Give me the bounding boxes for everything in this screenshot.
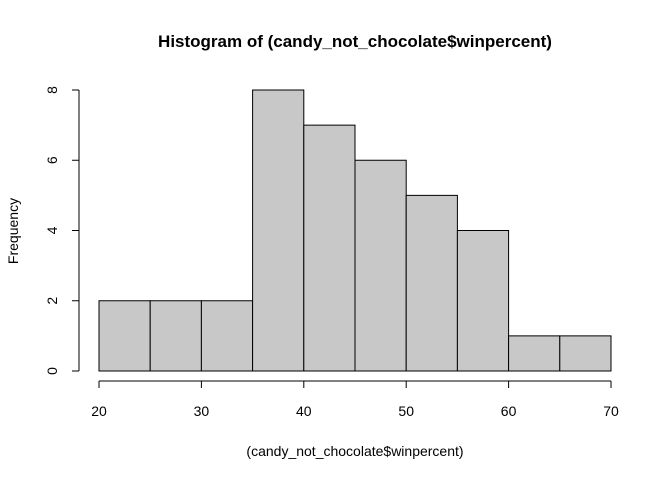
histogram-bar-60-65 [508, 335, 561, 372]
y-axis-label: Frequency [5, 198, 21, 264]
histogram-bar-40-45 [303, 124, 356, 372]
y-tick-label: 8 [44, 86, 60, 94]
histogram-bar-25-30 [149, 300, 202, 372]
x-tick-label: 70 [603, 403, 619, 419]
histogram-bar-45-50 [354, 159, 407, 372]
y-tick-label: 0 [44, 367, 60, 375]
bars [98, 89, 612, 372]
x-tick-label: 20 [91, 403, 107, 419]
histogram-bar-20-25 [98, 300, 151, 372]
y-tick-label: 4 [44, 226, 60, 234]
x-tick-label: 60 [501, 403, 517, 419]
histogram-bar-50-55 [405, 194, 458, 372]
x-tick-label: 50 [398, 403, 414, 419]
y-tick-label: 6 [44, 156, 60, 164]
y-tick-label: 2 [44, 297, 60, 305]
x-axis: 20 30 40 50 60 70 [91, 380, 619, 419]
x-tick-label: 40 [296, 403, 312, 419]
histogram-bar-35-40 [252, 89, 305, 372]
y-axis: 0 2 4 6 8 [44, 86, 80, 375]
x-tick-label: 30 [194, 403, 210, 419]
histogram-bar-30-35 [200, 300, 254, 372]
histogram-bar-55-60 [456, 230, 510, 372]
x-axis-label: (candy_not_chocolate$winpercent) [246, 443, 463, 459]
chart-title: Histogram of (candy_not_chocolate$winper… [158, 32, 552, 51]
histogram-bar-65-70 [559, 335, 612, 372]
